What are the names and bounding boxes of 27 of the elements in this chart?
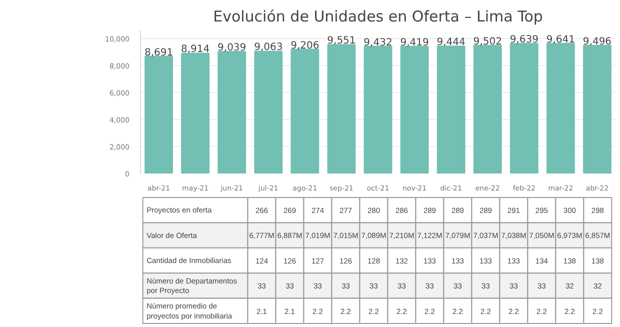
- bar: [583, 44, 612, 174]
- bar: [510, 42, 538, 174]
- bar: [290, 48, 320, 174]
- data-label: 9,039: [218, 42, 246, 54]
- bar: [473, 44, 502, 174]
- bar: [436, 46, 466, 174]
- data-label: 9,444: [436, 37, 466, 48]
- data-label: 9,641: [546, 34, 576, 46]
- bar: [400, 46, 429, 174]
- data-label: 9,063: [254, 42, 283, 54]
- data-label: 9,551: [327, 36, 356, 47]
- bar: [218, 51, 246, 174]
- bar: [144, 56, 173, 174]
- bar: [254, 50, 283, 174]
- bar: [546, 42, 575, 174]
- data-label: 8,914: [180, 44, 210, 56]
- data-label: 9,639: [510, 34, 538, 46]
- data-label: 8,691: [144, 47, 174, 58]
- data-label: 9,432: [364, 37, 392, 48]
- bar: [327, 44, 356, 174]
- data-label: 9,419: [400, 37, 429, 48]
- chart-title: Evolución de Unidades en Oferta – Lima Top: [213, 8, 543, 26]
- data-label: 9,206: [290, 40, 320, 52]
- data-label: 9,496: [582, 36, 612, 48]
- data-label: 9,502: [473, 36, 502, 48]
- bar: [364, 46, 392, 174]
- bar: [181, 52, 210, 174]
